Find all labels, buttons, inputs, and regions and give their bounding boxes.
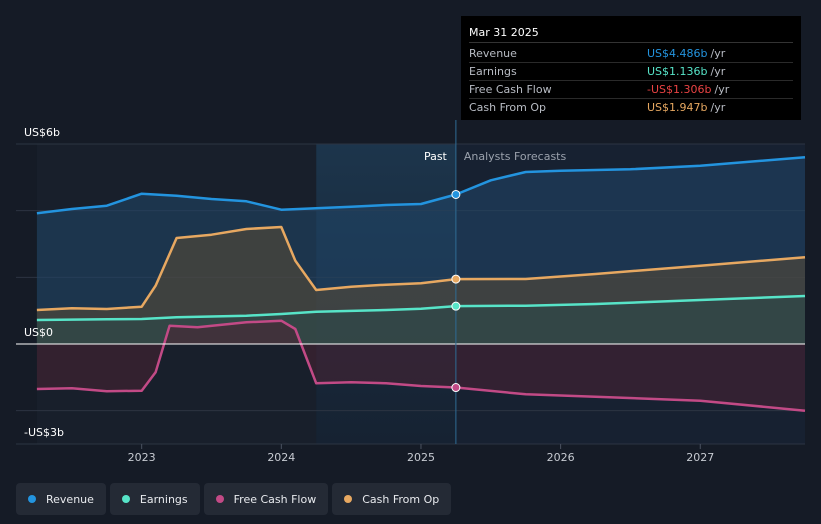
legend-label: Revenue xyxy=(46,492,94,506)
tooltip-unit: /yr xyxy=(710,101,726,114)
x-tick-label: 2025 xyxy=(407,451,435,464)
legend-dot-icon xyxy=(344,495,353,503)
highlight-point-cash-from-op xyxy=(451,274,461,284)
tooltip: Mar 31 2025 Revenue US$4.486b /yr Earnin… xyxy=(461,16,801,120)
legend-item-cash-from-op[interactable]: Cash From Op xyxy=(332,483,452,515)
series-line-free-cash-flow xyxy=(36,319,806,412)
x-tick-label: 2024 xyxy=(267,451,295,464)
legend-dot-icon xyxy=(121,495,130,503)
legend-dot-icon xyxy=(215,495,224,503)
tooltip-value: US$1.136b xyxy=(647,65,708,78)
highlight-point-earnings xyxy=(451,301,461,311)
tooltip-row-revenue: Revenue US$4.486b /yr xyxy=(469,45,793,63)
legend-item-earnings[interactable]: Earnings xyxy=(109,483,200,515)
y-axis-label: -US$3b xyxy=(24,426,64,439)
tooltip-value: US$4.486b xyxy=(647,47,708,60)
tooltip-value: -US$1.306b xyxy=(647,83,712,96)
legend: Revenue Earnings Free Cash Flow Cash Fro… xyxy=(16,483,452,515)
legend-label: Cash From Op xyxy=(362,492,440,506)
x-tick-label: 2023 xyxy=(128,451,156,464)
x-tick-label: 2026 xyxy=(547,451,575,464)
area-free-cash-flow xyxy=(36,320,805,411)
legend-label: Free Cash Flow xyxy=(233,492,317,506)
highlight-point-revenue xyxy=(451,189,461,199)
legend-item-revenue[interactable]: Revenue xyxy=(16,483,106,515)
tooltip-label: Earnings xyxy=(469,65,517,78)
tooltip-label: Revenue xyxy=(469,47,517,60)
series-line-cash-from-op xyxy=(36,225,806,312)
tooltip-unit: /yr xyxy=(710,47,726,60)
forecast-label: Analysts Forecasts xyxy=(464,150,567,163)
past-label: Past xyxy=(424,150,448,163)
tooltip-row-cash-from-op: Cash From Op US$1.947b /yr xyxy=(469,99,793,116)
legend-item-free-cash-flow[interactable]: Free Cash Flow xyxy=(203,483,329,515)
y-axis-label: US$0 xyxy=(24,326,53,339)
x-tick-label: 2027 xyxy=(686,451,714,464)
y-axis-label: US$6b xyxy=(24,126,60,139)
highlight-point-free-cash-flow xyxy=(451,383,461,393)
tooltip-unit: /yr xyxy=(710,65,726,78)
legend-dot-icon xyxy=(28,495,36,503)
tooltip-row-earnings: Earnings US$1.136b /yr xyxy=(469,63,793,81)
tooltip-label: Cash From Op xyxy=(469,101,547,114)
series-line-revenue xyxy=(36,156,806,215)
tooltip-value: US$1.947b xyxy=(647,101,708,114)
tooltip-date: Mar 31 2025 xyxy=(469,24,793,43)
tooltip-unit: /yr xyxy=(714,83,730,96)
legend-label: Earnings xyxy=(139,492,188,506)
series-line-earnings xyxy=(36,294,806,322)
tooltip-label: Free Cash Flow xyxy=(469,83,552,96)
tooltip-row-free-cash-flow: Free Cash Flow -US$1.306b /yr xyxy=(469,81,793,99)
